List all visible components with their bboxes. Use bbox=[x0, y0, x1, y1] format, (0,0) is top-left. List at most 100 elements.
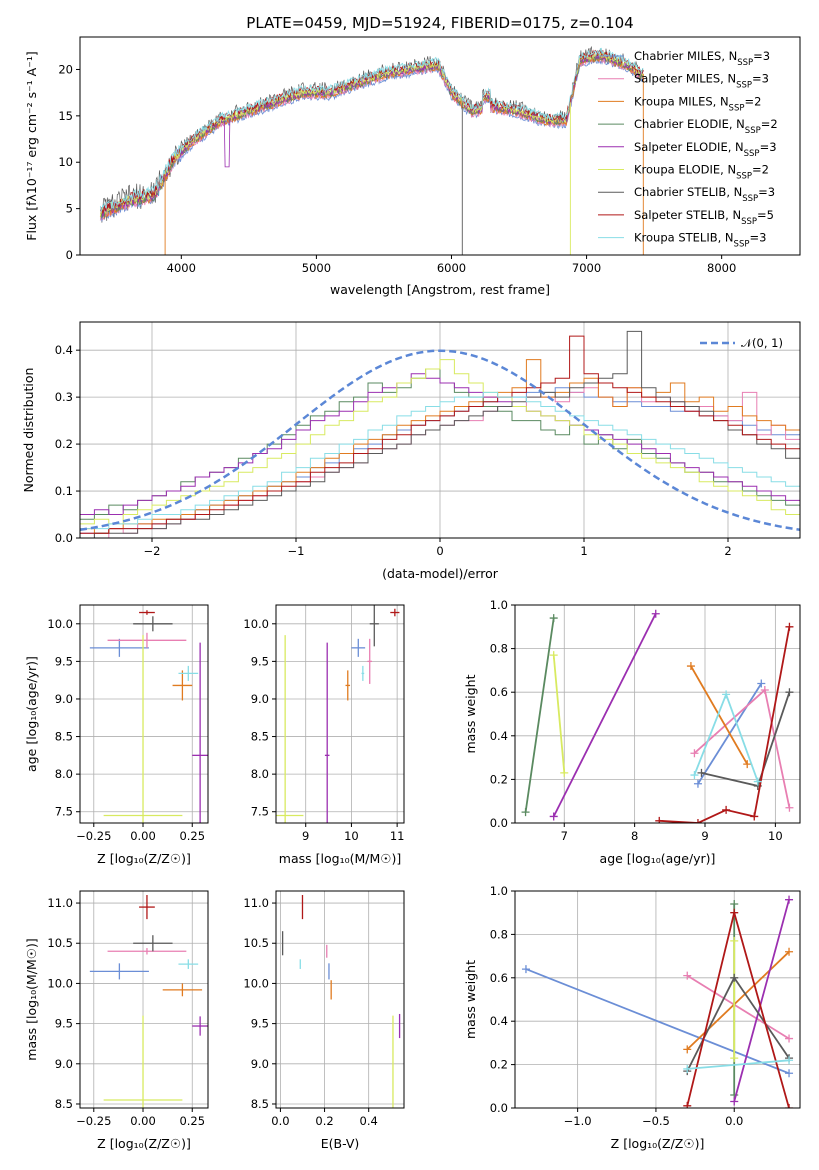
x-axis-label: Z [log₁₀(Z/Z☉)] bbox=[97, 1136, 191, 1151]
y-tick-label: 0.4 bbox=[490, 1014, 508, 1028]
x-tick-label: 7000 bbox=[572, 261, 601, 275]
weight-point-marker bbox=[785, 803, 794, 812]
x-axis-label: age [log₁₀(age/yr)] bbox=[600, 851, 716, 866]
x-tick-label: 10 bbox=[344, 829, 359, 843]
y-tick-label: 10 bbox=[58, 155, 73, 169]
x-tick-label: 2 bbox=[724, 544, 731, 558]
y-axis-label: mass weight bbox=[463, 960, 478, 1039]
legend-label: Salpeter MILES, NSSP=3 bbox=[634, 72, 769, 91]
y-tick-label: 0.2 bbox=[55, 437, 73, 451]
weight-point-marker bbox=[785, 895, 794, 904]
y-axis-label: Normed distribution bbox=[21, 368, 36, 493]
histogram-step bbox=[80, 359, 800, 538]
y-tick-label: 1.0 bbox=[490, 884, 508, 898]
weight-point-marker bbox=[785, 1034, 794, 1043]
legend-label: 𝒩(0, 1) bbox=[741, 336, 783, 350]
weight-point-marker bbox=[683, 1101, 692, 1108]
x-tick-label: −2 bbox=[144, 544, 161, 558]
x-tick-label: 9 bbox=[302, 829, 309, 843]
weight-point-marker bbox=[521, 808, 530, 817]
weight-point-marker bbox=[690, 749, 699, 758]
x-tick-label: 0.00 bbox=[130, 829, 156, 843]
x-tick-label: 1 bbox=[580, 544, 587, 558]
weight-series-line bbox=[686, 976, 790, 1072]
x-tick-label: −1.0 bbox=[564, 1114, 592, 1128]
y-tick-label: 10.0 bbox=[47, 617, 73, 631]
y-tick-label: 7.5 bbox=[251, 805, 269, 819]
y-tick-label: 10.5 bbox=[47, 936, 73, 950]
weight-point-marker bbox=[785, 1056, 794, 1065]
y-tick-label: 8.0 bbox=[251, 767, 269, 781]
y-tick-label: 11.0 bbox=[243, 896, 269, 910]
weight-point-marker bbox=[722, 690, 731, 699]
weight-point-marker bbox=[750, 812, 759, 821]
x-tick-label: −0.25 bbox=[76, 829, 111, 843]
y-tick-label: 9.5 bbox=[251, 654, 269, 668]
legend-label: Salpeter STELIB, NSSP=5 bbox=[634, 208, 774, 227]
y-tick-label: 20 bbox=[58, 62, 73, 76]
x-tick-label: 8 bbox=[631, 829, 638, 843]
x-tick-label: 8000 bbox=[707, 261, 736, 275]
weight-point-marker bbox=[785, 1069, 794, 1078]
weight-point-marker bbox=[730, 908, 739, 917]
y-tick-label: 0.2 bbox=[490, 1058, 508, 1072]
chart-title: PLATE=0459, MJD=51924, FIBERID=0175, z=0… bbox=[246, 14, 633, 32]
weight-series-line bbox=[686, 974, 790, 1040]
y-tick-label: 11.0 bbox=[47, 896, 73, 910]
y-tick-label: 0.6 bbox=[490, 685, 508, 699]
weight-point-marker bbox=[730, 1054, 739, 1063]
x-tick-label: 0.25 bbox=[179, 1114, 205, 1128]
y-tick-label: 9.5 bbox=[55, 1017, 73, 1031]
y-axis-label: mass weight bbox=[463, 674, 478, 753]
x-tick-label: −1 bbox=[288, 544, 305, 558]
y-tick-label: 8.5 bbox=[55, 730, 73, 744]
weight-point-marker bbox=[730, 936, 739, 945]
axes-frame bbox=[79, 321, 801, 539]
weight-point-marker bbox=[549, 812, 558, 821]
weight-series-line bbox=[524, 617, 555, 813]
x-axis-label: Z [log₁₀(Z/Z☉)] bbox=[611, 1136, 705, 1151]
y-tick-label: 0.8 bbox=[490, 642, 508, 656]
y-tick-label: 0.0 bbox=[55, 531, 73, 545]
weight-series-line bbox=[525, 968, 790, 1075]
y-tick-label: 10.0 bbox=[243, 617, 269, 631]
weight-point-marker bbox=[785, 1104, 794, 1108]
legend-label: Chabrier STELIB, NSSP=3 bbox=[634, 185, 775, 204]
x-tick-label: 0.00 bbox=[130, 1114, 156, 1128]
y-tick-label: 9.0 bbox=[55, 1057, 73, 1071]
weight-point-marker bbox=[730, 973, 739, 982]
x-axis-label: wavelength [Angstrom, rest frame] bbox=[330, 282, 550, 297]
legend-label: Chabrier MILES, NSSP=3 bbox=[634, 49, 770, 68]
axes-frame bbox=[79, 36, 801, 256]
y-tick-label: 10.0 bbox=[47, 976, 73, 990]
axes-frame bbox=[514, 604, 801, 824]
y-tick-label: 8.5 bbox=[251, 730, 269, 744]
y-tick-label: 0.4 bbox=[490, 729, 508, 743]
x-tick-label: 0.4 bbox=[360, 1114, 378, 1128]
y-tick-label: 9.5 bbox=[251, 1017, 269, 1031]
y-tick-label: 9.0 bbox=[251, 692, 269, 706]
weight-series-line bbox=[552, 613, 657, 817]
histogram-step bbox=[80, 391, 800, 538]
histogram-step bbox=[80, 373, 800, 538]
spectrum-series-line bbox=[99, 47, 644, 213]
y-tick-label: 1.0 bbox=[490, 598, 508, 612]
axes-frame bbox=[514, 890, 801, 1109]
y-tick-label: 0.6 bbox=[490, 971, 508, 985]
y-tick-label: 10.0 bbox=[243, 976, 269, 990]
weight-series-line bbox=[733, 899, 790, 1102]
y-tick-label: 8.5 bbox=[55, 1097, 73, 1111]
weight-point-marker bbox=[560, 768, 569, 777]
weight-series-line bbox=[687, 1059, 790, 1070]
axes-frame bbox=[79, 890, 209, 1109]
x-tick-label: 4000 bbox=[167, 261, 196, 275]
histogram-step bbox=[80, 330, 800, 538]
y-tick-label: 7.5 bbox=[55, 805, 73, 819]
weight-series-line bbox=[552, 655, 566, 773]
y-tick-label: 9.5 bbox=[55, 654, 73, 668]
y-tick-label: 15 bbox=[58, 109, 73, 123]
y-tick-label: 9.0 bbox=[55, 692, 73, 706]
legend-label: Salpeter ELODIE, NSSP=3 bbox=[634, 140, 777, 159]
y-axis-label: mass [log₁₀(M/M☉)] bbox=[24, 938, 39, 1060]
